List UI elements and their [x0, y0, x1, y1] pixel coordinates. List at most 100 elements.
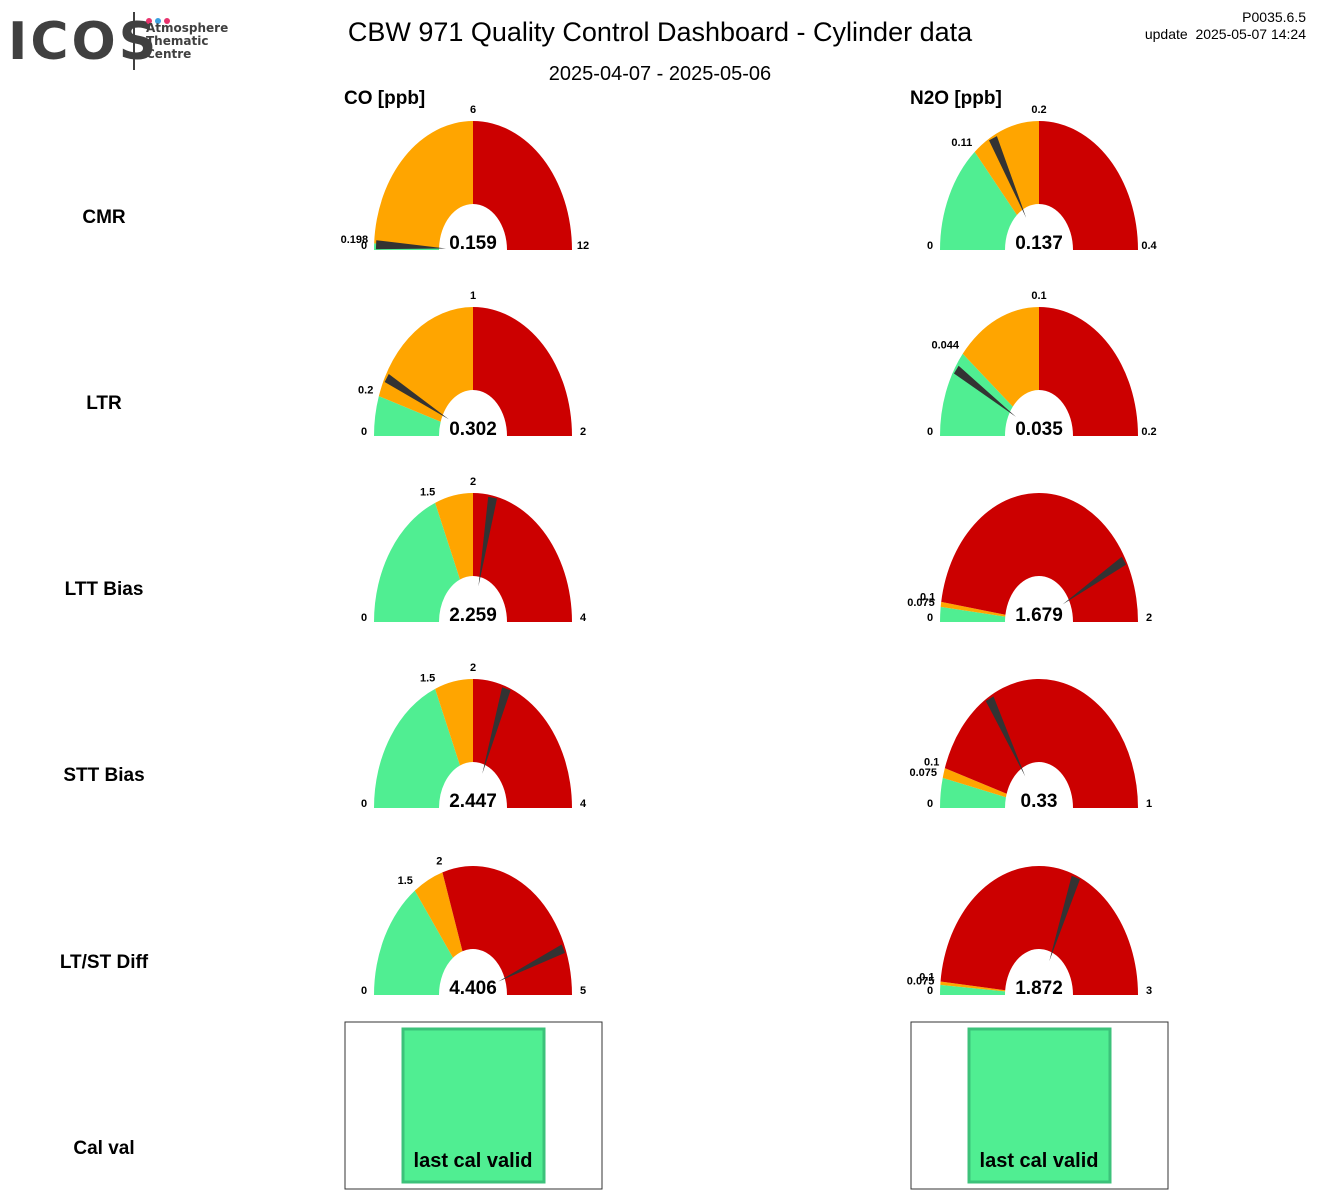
gauge-threshold-label: 0.11	[951, 137, 972, 149]
gauge-min-label: 0	[927, 985, 933, 997]
row-label: Cal val	[73, 1138, 134, 1159]
gauge-needle	[988, 136, 1027, 218]
gauge-max-label: 2	[1146, 612, 1152, 624]
gauge-threshold-label: 1.5	[420, 486, 435, 498]
logo-wordmark: ICOS	[8, 12, 160, 72]
gauge-band-warning	[940, 981, 1006, 992]
gauge-band-warning	[435, 493, 473, 580]
gauge-threshold-label: 1.5	[398, 875, 413, 887]
logo-line: Centre	[146, 47, 192, 61]
gauge-band-warning	[940, 601, 1006, 617]
gauge-threshold-label: 0.2	[358, 385, 373, 397]
gauge-threshold-label: 0.1	[1031, 290, 1046, 302]
gauge-band-good	[940, 777, 1006, 808]
gauge-band-alarm	[442, 866, 572, 995]
gauge-needle	[478, 496, 498, 587]
gauge-threshold-label: 2	[436, 856, 442, 868]
version-info: P0035.6.5 update 2025-05-07 14:24	[1145, 9, 1306, 43]
gauge-value: 2.259	[449, 605, 497, 626]
gauge-value: 1.872	[1015, 978, 1063, 999]
logo-subtitle: Atmosphere Thematic Centre	[146, 22, 228, 61]
gauge-max-label: 5	[580, 985, 586, 997]
gauge-band-alarm	[473, 121, 572, 250]
gauge-band-warning	[378, 307, 473, 422]
gauge-band-good	[374, 688, 460, 808]
logo-line: Atmosphere	[146, 21, 229, 35]
gauge-threshold-label: 2	[470, 476, 476, 488]
gauge-threshold-label: 2	[470, 662, 476, 674]
gauge-max-label: 4	[580, 612, 587, 624]
gauge-band-warning	[414, 872, 463, 958]
gauge-needle	[985, 696, 1026, 777]
cal-val-status-label: last cal valid	[980, 1150, 1099, 1172]
gauge-band-alarm	[473, 493, 572, 622]
date-range: 2025-04-07 - 2025-05-06	[548, 63, 772, 85]
gauge-band-warning	[962, 307, 1039, 407]
gauge-value: 1.679	[1015, 605, 1063, 626]
column-header-1: N2O [ppb]	[910, 88, 1002, 109]
version-label: P0035.6.5	[1242, 9, 1306, 25]
gauge-needle	[1062, 556, 1127, 605]
row-label: LT/ST Diff	[60, 952, 149, 973]
gauge-max-label: 3	[1146, 985, 1152, 997]
gauge-min-label: 0	[927, 798, 933, 810]
logo-divider	[133, 12, 135, 70]
gauge-max-label: 4	[580, 798, 587, 810]
gauge-min-label: 0	[361, 798, 367, 810]
gauge-max-label: 0.2	[1141, 426, 1156, 438]
gauge-band-good	[940, 984, 1006, 995]
gauge-threshold-label: 0.2	[1031, 104, 1046, 116]
gauge-band-good	[374, 890, 454, 995]
row-label: LTR	[86, 393, 122, 414]
gauge-min-label: 0	[361, 985, 367, 997]
gauge-needle	[375, 240, 447, 250]
gauge-min-label: 0	[361, 240, 367, 252]
gauge-band-good	[374, 502, 460, 622]
gauge-band-warning	[374, 121, 473, 248]
logo-dot	[146, 18, 152, 24]
gauge-band-warning	[435, 679, 473, 766]
gauge-threshold-label: 0.1	[920, 592, 935, 604]
gauge-min-label: 0	[927, 240, 933, 252]
gauge-threshold-label: 0.1	[919, 972, 934, 984]
gauge-value: 4.406	[449, 978, 497, 999]
gauge-threshold-label: 0.075	[907, 597, 935, 609]
gauge-min-label: 0	[927, 426, 933, 438]
gauge-value: 2.447	[449, 791, 497, 812]
logo-dots-icon	[146, 11, 176, 24]
gauge-needle	[1049, 875, 1081, 962]
gauge-band-alarm	[1039, 121, 1138, 250]
gauge-min-label: 0	[361, 612, 367, 624]
gauge-min-label: 0	[361, 426, 367, 438]
gauge-max-label: 12	[577, 240, 589, 252]
gauge-band-good	[374, 396, 441, 436]
gauge-needle	[953, 365, 1016, 417]
gauge-band-alarm	[940, 866, 1138, 995]
gauge-threshold-label: 1.5	[420, 672, 435, 684]
gauge-band-good	[940, 151, 1017, 250]
gauge-threshold-label: 0.044	[931, 340, 959, 352]
gauge-threshold-label: 6	[470, 104, 476, 116]
gauge-needle	[384, 373, 449, 420]
logo-dot	[155, 18, 161, 24]
dashboard-title: CBW 971 Quality Control Dashboard - Cyli…	[347, 17, 973, 47]
gauge-threshold-label: 0.1	[924, 757, 939, 769]
column-header-0: CO [ppb]	[344, 88, 425, 109]
gauge-threshold-label: 0.075	[907, 975, 935, 987]
cal-val-status-box	[967, 1027, 1112, 1184]
update-time: 2025-05-07 14:24	[1195, 26, 1306, 42]
gauge-threshold-label: 0.198	[341, 234, 369, 246]
row-label: STT Bias	[63, 765, 144, 786]
icos-logo: ICOS Atmosphere Thematic Centre	[8, 10, 228, 74]
row-label: LTT Bias	[65, 579, 144, 600]
logo-line: Thematic	[146, 34, 209, 48]
gauge-max-label: 0.4	[1141, 240, 1157, 252]
gauge-value: 0.035	[1015, 419, 1063, 440]
cal-val-status-box	[401, 1027, 546, 1184]
gauge-max-label: 2	[580, 426, 586, 438]
gauge-band-alarm	[473, 679, 572, 808]
gauge-value: 0.302	[449, 419, 497, 440]
gauge-value: 0.159	[449, 233, 497, 254]
gauge-band-alarm	[473, 307, 572, 436]
